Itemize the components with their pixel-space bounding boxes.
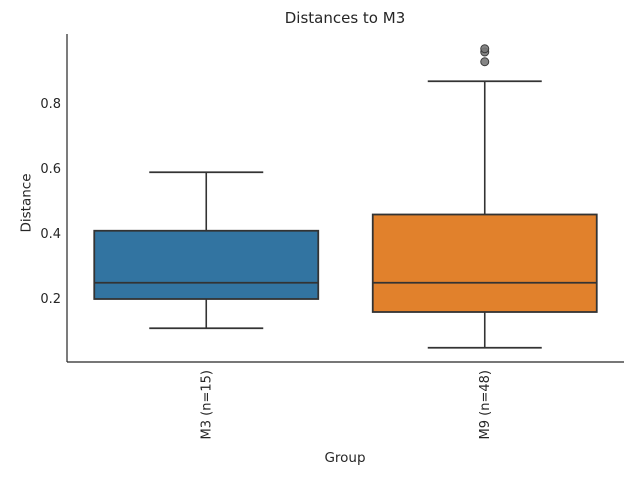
chart-title: Distances to M3 [285,9,405,27]
box-1-iqr [371,213,598,313]
y-tick-label-0-4: 0.4 [40,227,61,242]
x-tick-label-m3: M3 (n=15) [199,370,214,439]
y-axis-label: Distance [18,173,34,232]
y-tick-label-0-8: 0.8 [40,97,61,112]
y-tick-label-0-6: 0.6 [40,162,61,177]
x-tick-label-m9: M9 (n=48) [478,370,493,439]
box-0-iqr [93,229,320,300]
y-tick-label-0-2: 0.2 [40,292,61,307]
boxplot-layer [93,44,598,349]
box-1-outlier-2 [480,44,490,54]
x-axis-label: Group [324,450,365,466]
box-1-outlier-0 [480,57,490,67]
